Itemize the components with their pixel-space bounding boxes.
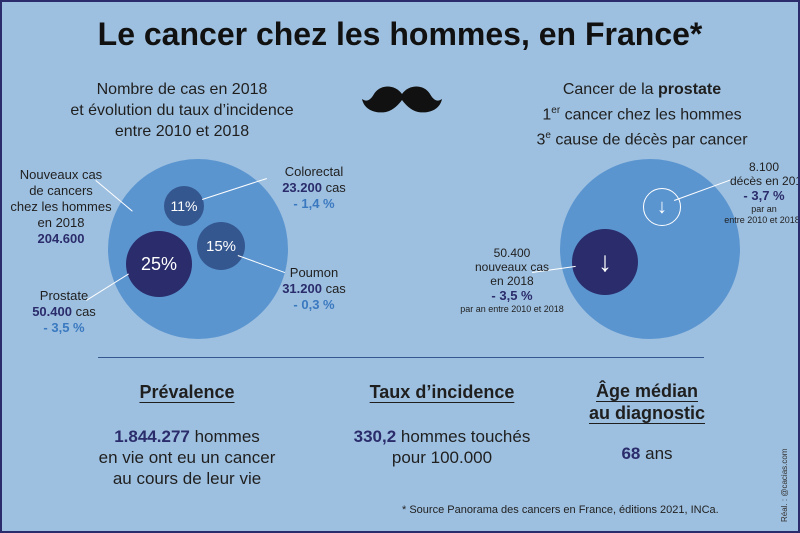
prevalence-value: 1.844.277 — [114, 427, 190, 446]
deaths-text: décès en 2018 — [730, 174, 798, 188]
cases-value: 50.400 — [493, 246, 531, 260]
right-subtitle: Cancer de la prostate 1er cancer chez le… — [512, 79, 772, 151]
credit: Réal. : @cacias.com — [780, 448, 789, 522]
total-line3: chez les hommes — [10, 199, 112, 214]
colorectal-circle: 11% — [164, 186, 204, 226]
deaths-change: - 3,7 % — [743, 188, 785, 203]
poumon-name: Poumon — [289, 265, 339, 280]
right-title: Cancer de la prostate — [512, 79, 772, 100]
colorectal-change: - 1,4 % — [293, 196, 335, 211]
prostate-label: Prostate 50.400 cas - 3,5 % — [18, 288, 110, 336]
prostate-value: 50.400 — [32, 304, 72, 319]
total-line4: en 2018 — [37, 215, 85, 230]
age-value: 68 — [621, 444, 641, 463]
cases-circle: ↓ — [572, 229, 638, 295]
total-line2: de cancers — [29, 183, 93, 198]
total-line1: Nouveaux cas — [19, 167, 103, 182]
page-title: Le cancer chez les hommes, en France* — [97, 16, 703, 52]
total-cases-label: Nouveaux cas de cancers chez les hommes … — [8, 167, 114, 247]
colorectal-name: Colorectal — [284, 164, 344, 179]
poumon-label: Poumon 31.200 cas - 0,3 % — [264, 265, 364, 313]
cases-change: - 3,5 % — [491, 288, 533, 303]
incidence-unit: hommes touchés — [396, 427, 531, 446]
left-subtitle-line2: et évolution du taux d’incidence — [70, 102, 294, 119]
prostate-name: Prostate — [39, 288, 89, 303]
deaths-note1: par an — [751, 204, 777, 214]
rank-number: 1 — [542, 106, 552, 124]
right-title-prefix: Cancer de la — [562, 81, 659, 98]
death-sup: e — [545, 130, 551, 142]
right-title-bold: prostate — [658, 81, 722, 98]
deaths-note2: entre 2010 et 2018 — [724, 215, 800, 225]
prevalence-line2: en vie ont eu un cancer — [98, 448, 276, 467]
age-heading-line2: au diagnostic — [588, 403, 705, 423]
age-heading: Âge médian au diagnostic — [572, 380, 722, 424]
prevalence-line3: au cours de leur vie — [112, 469, 262, 488]
incidence-value: 330,2 — [353, 427, 397, 446]
cases-text2: en 2018 — [490, 274, 534, 288]
cases-label: 50.400 nouveaux cas en 2018 - 3,5 % par … — [452, 246, 572, 315]
prevalence-block: 1.844.277 hommes en vie ont eu un cancer… — [62, 426, 312, 489]
left-subtitle-line1: Nombre de cas en 2018 — [96, 81, 268, 98]
down-arrow-icon: ↓ — [657, 195, 667, 218]
rank-sup: er — [551, 105, 561, 116]
age-block: 68 ans — [572, 443, 722, 464]
cases-note: par an entre 2010 et 2018 — [460, 304, 564, 314]
deaths-value: 8.100 — [748, 160, 780, 174]
right-rank: 1er cancer chez les hommes — [512, 100, 772, 125]
incidence-line2: pour 100.000 — [391, 448, 493, 467]
rank-text: cancer chez les hommes — [560, 106, 742, 124]
deaths-label: 8.100 décès en 2018 - 3,7 % par an entre… — [724, 160, 798, 226]
total-value: 204.600 — [37, 231, 85, 246]
source-note: * Source Panorama des cancers en France,… — [402, 504, 719, 516]
mustache-icon — [362, 86, 442, 113]
left-subtitle: Nombre de cas en 2018 et évolution du ta… — [52, 79, 312, 142]
poumon-unit: cas — [325, 281, 346, 296]
deaths-circle: ↓ — [643, 188, 681, 226]
death-number: 3 — [536, 131, 546, 149]
colorectal-label: Colorectal 23.200 cas - 1,4 % — [264, 164, 364, 212]
poumon-value: 31.200 — [282, 281, 322, 296]
prostate-circle: 25% — [126, 231, 192, 297]
death-text: cause de décès par cancer — [550, 131, 748, 149]
left-subtitle-line3: entre 2010 et 2018 — [114, 123, 250, 140]
colorectal-value: 23.200 — [282, 180, 322, 195]
prostate-unit: cas — [75, 304, 96, 319]
prevalence-unit: hommes — [189, 427, 260, 446]
prevalence-heading: Prévalence — [139, 382, 235, 402]
poumon-change: - 0,3 % — [293, 297, 335, 312]
poumon-circle: 15% — [197, 222, 245, 270]
prostate-change: - 3,5 % — [43, 320, 85, 335]
age-unit: ans — [640, 444, 673, 463]
down-arrow-icon: ↓ — [598, 246, 612, 277]
colorectal-unit: cas — [325, 180, 346, 195]
cases-text1: nouveaux cas — [474, 260, 550, 274]
age-heading-line1: Âge médian — [595, 381, 699, 401]
right-death-rank: 3e cause de décès par cancer — [512, 125, 772, 150]
section-divider — [98, 357, 704, 358]
incidence-heading: Taux d’incidence — [369, 382, 515, 402]
incidence-block: 330,2 hommes touchés pour 100.000 — [317, 426, 567, 468]
